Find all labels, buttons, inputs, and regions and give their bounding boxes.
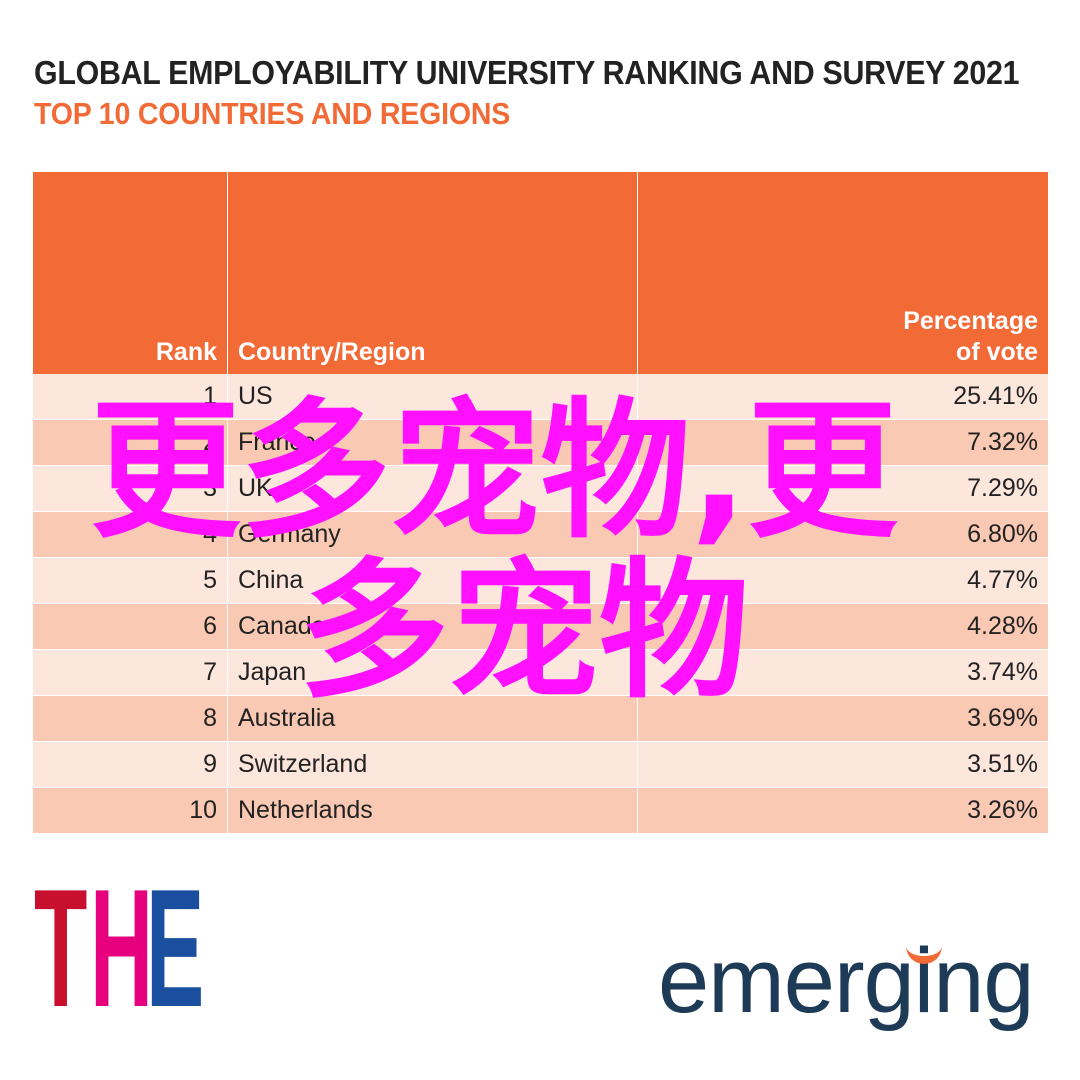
table-row: 3 UK 7.29% [33,465,1048,512]
country-cell: Switzerland [227,741,638,788]
table-body: 1 US 25.41% 2 France 7.32% 3 UK 7.29% 4 Germany 6.8… [33,374,1048,834]
the-logo-letter: H [90,854,153,1042]
country-cell: UK [227,465,638,512]
country-cell: Germany [227,511,638,558]
rank-cell: 6 [33,603,228,650]
rank-cell: 10 [33,787,228,834]
chart-subtitle: TOP 10 COUNTRIES AND REGIONS [34,96,511,131]
percentage-cell: 25.41% [637,374,1048,420]
the-logo-letter: E [146,854,204,1042]
country-cell: Australia [227,695,638,742]
table-row: 5 China 4.77% [33,557,1048,604]
rank-cell: 2 [33,419,228,466]
rank-cell: 4 [33,511,228,558]
country-cell: Japan [227,649,638,696]
table-row: 9 Switzerland 3.51% [33,741,1048,788]
chart-title: GLOBAL EMPLOYABILITY UNIVERSITY RANKING … [34,54,1020,91]
column-header-percentage-line1: Percentage [903,307,1038,335]
percentage-cell: 3.74% [637,649,1048,696]
column-header-rank: Rank [33,172,228,374]
column-header-percentage: Percentage of vote [637,172,1048,374]
country-cell: US [227,374,638,420]
table-row: 4 Germany 6.80% [33,511,1048,558]
percentage-cell: 7.29% [637,465,1048,512]
percentage-cell: 3.26% [637,787,1048,834]
rank-cell: 7 [33,649,228,696]
column-header-country: Country/Region [227,172,638,374]
table-row: 1 US 25.41% [33,374,1048,420]
percentage-cell: 6.80% [637,511,1048,558]
country-cell: China [227,557,638,604]
rank-cell: 3 [33,465,228,512]
column-header-percentage-line2: of vote [956,338,1038,366]
percentage-cell: 3.51% [637,741,1048,788]
rank-cell: 9 [33,741,228,788]
percentage-cell: 4.28% [637,603,1048,650]
table-row: 7 Japan 3.74% [33,649,1048,696]
country-cell: Canada [227,603,638,650]
rank-cell: 5 [33,557,228,604]
percentage-cell: 7.32% [637,419,1048,466]
table-header-row: Rank Country/Region Percentage of vote [33,172,1048,374]
ranking-table: Rank Country/Region Percentage of vote 1… [33,172,1048,834]
emerging-logo: emerging [658,930,1035,1032]
country-cell: Netherlands [227,787,638,834]
percentage-cell: 3.69% [637,695,1048,742]
table-row: 8 Australia 3.69% [33,695,1048,742]
rank-cell: 1 [33,374,228,420]
rank-cell: 8 [33,695,228,742]
emerging-smile-icon [906,936,942,964]
the-logo-letter: T [34,854,87,1042]
table-row: 10 Netherlands 3.26% [33,787,1048,834]
percentage-cell: 4.77% [637,557,1048,604]
country-cell: France [227,419,638,466]
table-row: 2 France 7.32% [33,419,1048,466]
table-row: 6 Canada 4.28% [33,603,1048,650]
